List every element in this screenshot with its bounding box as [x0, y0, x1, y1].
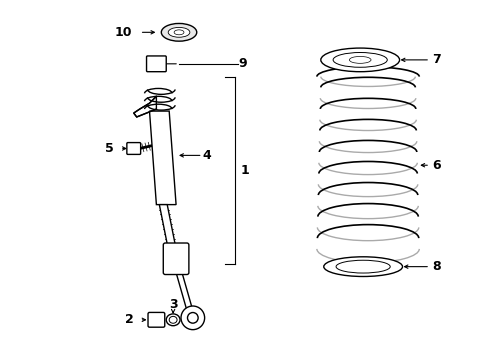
Text: 9: 9 [238, 57, 247, 70]
Polygon shape [149, 111, 176, 204]
Ellipse shape [321, 48, 399, 72]
Text: 1: 1 [240, 164, 249, 177]
Ellipse shape [333, 53, 387, 67]
Circle shape [188, 312, 198, 323]
Ellipse shape [169, 316, 177, 323]
Text: 8: 8 [432, 260, 441, 273]
FancyBboxPatch shape [148, 312, 165, 327]
Text: 7: 7 [432, 53, 441, 66]
Polygon shape [159, 204, 175, 244]
FancyBboxPatch shape [127, 143, 141, 154]
Polygon shape [176, 273, 194, 314]
Ellipse shape [336, 260, 390, 273]
Text: 4: 4 [203, 149, 211, 162]
Text: 3: 3 [169, 298, 177, 311]
Text: 6: 6 [432, 159, 441, 172]
Polygon shape [134, 96, 156, 117]
Text: 10: 10 [114, 26, 132, 39]
Ellipse shape [349, 57, 371, 63]
Text: 2: 2 [125, 313, 134, 326]
Ellipse shape [168, 27, 190, 37]
Text: 5: 5 [105, 142, 114, 155]
Circle shape [181, 306, 205, 330]
FancyBboxPatch shape [163, 243, 189, 275]
Ellipse shape [166, 314, 180, 326]
Ellipse shape [161, 23, 197, 41]
Ellipse shape [174, 30, 184, 35]
FancyBboxPatch shape [147, 56, 166, 72]
Ellipse shape [324, 257, 402, 276]
